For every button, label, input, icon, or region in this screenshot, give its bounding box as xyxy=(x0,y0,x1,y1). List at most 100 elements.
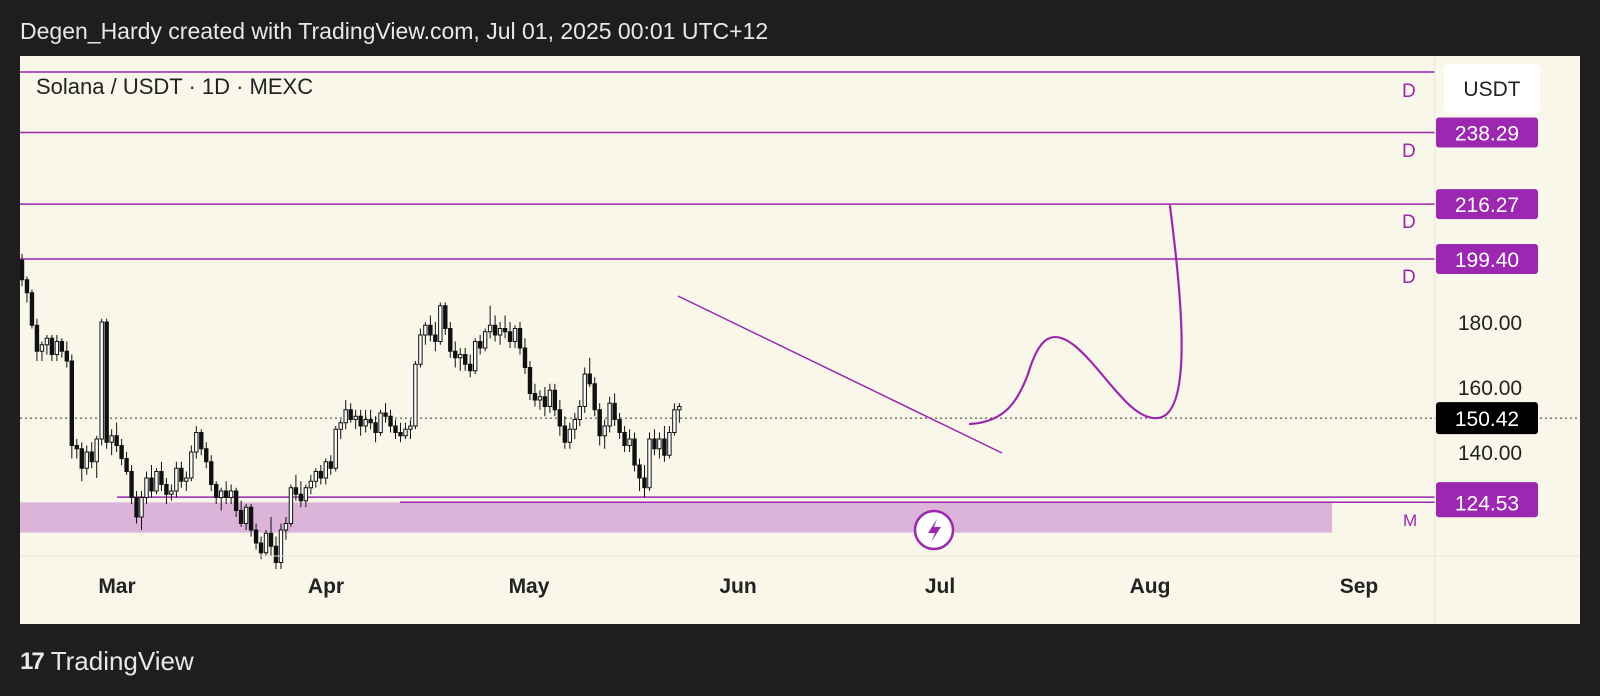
price-chart[interactable]: D D D D M USDT 180.00 160.00 140.00 238.29 216.27 1… xyxy=(20,56,1580,624)
candle xyxy=(393,425,398,433)
candle xyxy=(428,324,433,336)
candle xyxy=(273,545,279,563)
candle xyxy=(248,506,254,531)
candle xyxy=(512,328,518,342)
price-tick-label: 140.00 xyxy=(1458,442,1522,465)
candle xyxy=(114,435,119,446)
candle xyxy=(443,305,448,329)
tradingview-logo-icon[interactable]: 17 xyxy=(20,647,45,675)
candle xyxy=(477,341,483,349)
candle xyxy=(99,321,104,440)
candle xyxy=(537,396,543,401)
candle xyxy=(517,328,523,349)
candle xyxy=(497,328,503,336)
candle xyxy=(408,425,413,430)
candle xyxy=(293,487,299,495)
price-level-label: 216.27 xyxy=(1455,194,1519,217)
candle xyxy=(667,432,672,456)
candle xyxy=(358,415,363,427)
candle xyxy=(597,409,602,437)
candle xyxy=(388,415,393,427)
candle xyxy=(472,341,478,372)
candle xyxy=(288,487,294,524)
support-zone xyxy=(20,502,1332,533)
candle xyxy=(582,373,587,407)
candle xyxy=(328,461,333,469)
candle xyxy=(303,487,309,502)
candle xyxy=(413,363,418,427)
price-tick-label: 180.00 xyxy=(1458,312,1522,335)
candle xyxy=(557,409,563,427)
candle xyxy=(59,341,65,352)
month-tick-label: Mar xyxy=(98,575,135,598)
candle xyxy=(74,445,79,450)
candle xyxy=(373,422,378,433)
month-tick-label: May xyxy=(509,575,550,598)
candle xyxy=(547,389,553,407)
lightning-bolt-icon xyxy=(928,519,941,542)
candle xyxy=(20,259,25,281)
candle xyxy=(577,406,582,420)
candle xyxy=(263,532,269,554)
candle xyxy=(149,477,154,492)
candle xyxy=(492,324,498,336)
price-level-label: 199.40 xyxy=(1455,249,1519,272)
candle xyxy=(214,484,219,498)
candle xyxy=(507,331,513,342)
candle xyxy=(438,305,443,342)
candle xyxy=(228,490,234,498)
footer-brand[interactable]: TradingView xyxy=(50,646,194,676)
candle xyxy=(134,497,139,518)
candle xyxy=(572,419,577,430)
level-marker: D xyxy=(1402,81,1416,102)
candle xyxy=(84,451,89,469)
candle xyxy=(189,451,194,479)
candle xyxy=(204,448,209,463)
candle xyxy=(487,324,493,333)
candle xyxy=(527,367,533,394)
candle xyxy=(423,324,428,336)
candle xyxy=(119,445,124,459)
currency-button xyxy=(1444,64,1540,114)
candle xyxy=(154,471,159,492)
candle xyxy=(298,493,304,502)
candle xyxy=(184,477,189,482)
candle xyxy=(502,328,508,333)
candle xyxy=(278,529,284,563)
candle xyxy=(418,334,423,365)
candle xyxy=(223,490,229,498)
price-level-badge xyxy=(1436,243,1538,274)
candle xyxy=(348,409,353,420)
candle xyxy=(238,510,244,524)
candle xyxy=(308,480,314,489)
last-price-badge xyxy=(1436,402,1538,435)
currency-button-label: USDT xyxy=(1463,78,1520,101)
month-tick-label: Aug xyxy=(1130,575,1171,598)
candle xyxy=(448,328,453,352)
candle xyxy=(338,422,343,430)
candle xyxy=(363,419,368,427)
candle xyxy=(622,432,627,446)
candle xyxy=(642,477,647,489)
level-marker: D xyxy=(1402,267,1416,288)
candle xyxy=(458,354,463,359)
candle xyxy=(607,402,612,427)
candle xyxy=(333,428,338,469)
candle xyxy=(283,523,289,531)
candle xyxy=(677,406,682,411)
candle xyxy=(453,350,458,359)
price-level-label: 238.29 xyxy=(1455,123,1519,146)
candle xyxy=(522,347,528,368)
candle xyxy=(109,435,114,443)
chart-area[interactable]: D D D D M USDT 180.00 160.00 140.00 238.29 216.27 1… xyxy=(20,56,1580,624)
candle xyxy=(49,337,55,355)
candle xyxy=(89,451,94,463)
candle xyxy=(652,438,657,450)
candle xyxy=(532,393,538,401)
candle xyxy=(159,471,164,485)
month-tick-label: Sep xyxy=(1340,575,1379,598)
candle xyxy=(398,432,403,437)
candle xyxy=(124,458,129,472)
month-tick-label: Jun xyxy=(719,575,756,598)
candle xyxy=(378,412,383,433)
